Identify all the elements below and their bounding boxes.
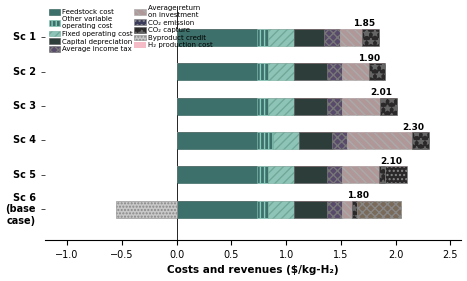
Bar — [177, 132, 256, 149]
Legend: Feedstock cost, Other variable
operating cost, Fixed operating cost, Capital dep: Feedstock cost, Other variable operating… — [49, 5, 212, 52]
Bar — [327, 166, 342, 183]
Text: 2.10: 2.10 — [380, 157, 402, 166]
Bar — [256, 98, 268, 115]
Bar — [177, 98, 397, 115]
Bar — [177, 166, 407, 183]
Bar — [256, 166, 268, 183]
Bar — [325, 29, 340, 46]
Bar — [299, 132, 332, 149]
Bar — [342, 98, 380, 115]
Bar — [385, 166, 407, 183]
Bar — [177, 98, 256, 115]
Text: 1.85: 1.85 — [353, 19, 375, 28]
Bar — [256, 29, 268, 46]
Bar — [379, 166, 385, 183]
Bar — [177, 201, 256, 218]
Bar — [412, 132, 429, 149]
Bar — [347, 132, 412, 149]
Bar — [268, 201, 294, 218]
Bar — [177, 166, 256, 183]
Bar — [294, 29, 325, 46]
Text: 1.80: 1.80 — [347, 191, 369, 200]
Bar — [256, 132, 273, 149]
Bar — [294, 98, 327, 115]
Text: 1.90: 1.90 — [358, 54, 380, 63]
Bar — [342, 166, 379, 183]
Text: 2.01: 2.01 — [370, 88, 392, 97]
Bar — [177, 63, 385, 80]
Bar — [256, 201, 268, 218]
Bar — [273, 132, 299, 149]
Bar — [340, 29, 362, 46]
Bar — [327, 201, 342, 218]
Bar — [342, 201, 352, 218]
Bar — [177, 63, 256, 80]
Bar — [332, 132, 347, 149]
Bar — [362, 29, 379, 46]
Bar — [177, 201, 374, 218]
Bar — [294, 201, 327, 218]
Bar — [177, 132, 429, 149]
Bar — [380, 98, 397, 115]
Bar — [268, 98, 294, 115]
Bar — [294, 166, 327, 183]
Bar — [177, 29, 379, 46]
Bar — [268, 166, 294, 183]
Text: 2.30: 2.30 — [402, 123, 424, 132]
Bar — [327, 63, 342, 80]
Bar — [116, 201, 177, 218]
Bar — [177, 29, 256, 46]
Bar — [256, 63, 268, 80]
Bar — [268, 63, 294, 80]
X-axis label: Costs and revenues ($/kg-H₂): Costs and revenues ($/kg-H₂) — [168, 266, 339, 275]
Bar — [352, 201, 357, 218]
Bar — [294, 63, 327, 80]
Bar — [369, 63, 385, 80]
Bar — [327, 98, 342, 115]
Bar — [357, 201, 401, 218]
Bar — [268, 29, 294, 46]
Bar — [342, 63, 369, 80]
